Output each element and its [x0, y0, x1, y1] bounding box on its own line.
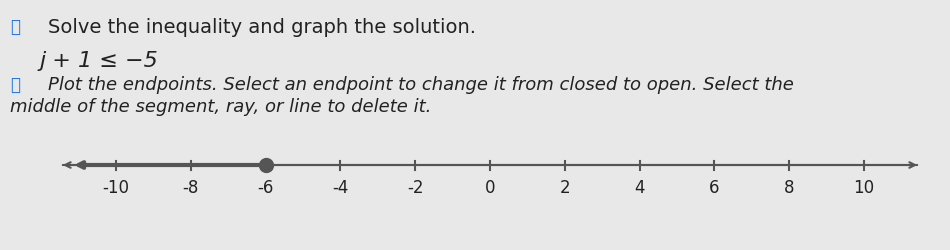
- Text: 10: 10: [853, 179, 875, 197]
- Text: -2: -2: [407, 179, 424, 197]
- Text: Solve the inequality and graph the solution.: Solve the inequality and graph the solut…: [48, 18, 476, 37]
- Text: 4: 4: [635, 179, 645, 197]
- Text: -4: -4: [332, 179, 349, 197]
- Text: 0: 0: [484, 179, 495, 197]
- Text: 2: 2: [560, 179, 570, 197]
- Text: -10: -10: [103, 179, 129, 197]
- Text: 6: 6: [709, 179, 719, 197]
- Text: -6: -6: [257, 179, 274, 197]
- Text: Plot the endpoints. Select an endpoint to change it from closed to open. Select : Plot the endpoints. Select an endpoint t…: [48, 76, 794, 94]
- Text: 8: 8: [784, 179, 794, 197]
- Text: 🔊: 🔊: [10, 18, 20, 36]
- Text: 🔊: 🔊: [10, 76, 20, 94]
- Text: -8: -8: [182, 179, 200, 197]
- Text: j + 1 ≤ −5: j + 1 ≤ −5: [40, 51, 159, 71]
- Text: middle of the segment, ray, or line to delete it.: middle of the segment, ray, or line to d…: [10, 98, 431, 116]
